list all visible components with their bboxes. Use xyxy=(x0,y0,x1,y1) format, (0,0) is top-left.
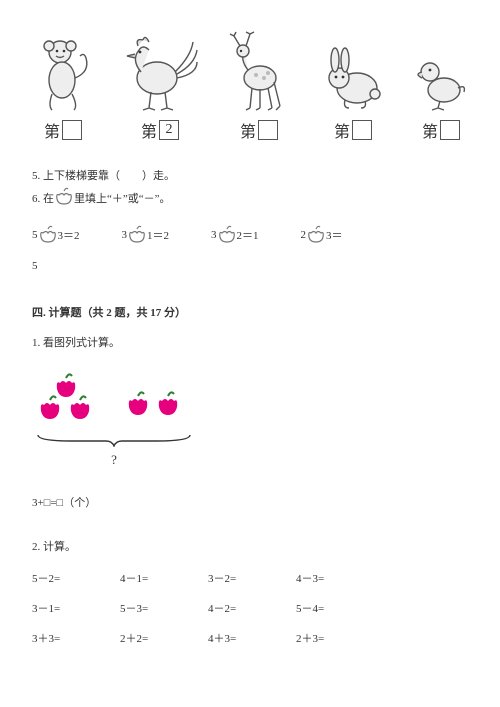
eq-a: 5 3＝2 xyxy=(32,225,80,246)
order-label: 第 xyxy=(334,118,372,142)
equation-row: 5 3＝2 3 1＝2 3 2＝1 2 3＝ xyxy=(32,225,468,246)
calc-grid: 5－2= 4－1= 3－2= 4－3= 3－1= 5－3= 4－2= 5－4= … xyxy=(32,570,468,646)
animal-col-deer: 第 xyxy=(226,30,292,142)
question-6: 6. 在 里填上“＋”或“－”。 xyxy=(32,187,468,213)
calc-cell: 3－2= xyxy=(208,570,288,586)
section-4-q2: 2. 计算。 xyxy=(32,538,468,554)
question-5: 5. 上下楼梯要靠（ ）走。 xyxy=(32,166,468,187)
order-prefix: 第 xyxy=(422,118,438,142)
duck-icon xyxy=(414,54,468,112)
order-prefix: 第 xyxy=(334,118,350,142)
eq-text: 1＝2 xyxy=(147,227,169,243)
order-prefix: 第 xyxy=(44,118,60,142)
calc-cell: 2＋2= xyxy=(120,630,200,646)
apple-blank-icon[interactable] xyxy=(38,225,58,246)
eq-text: 3＝ xyxy=(326,227,343,243)
animal-col-rooster: 第 2 xyxy=(121,32,199,142)
eq-d: 2 3＝ xyxy=(301,225,343,246)
calc-cell: 4－2= xyxy=(208,600,288,616)
brace-question-mark: ? xyxy=(32,452,196,468)
apple-blank-icon xyxy=(54,187,74,213)
calc-cell: 4－3= xyxy=(296,570,376,586)
calc-cell: 3－1= xyxy=(32,600,112,616)
section-4-heading: 四. 计算题（共 2 题，共 17 分） xyxy=(32,304,468,320)
deer-icon xyxy=(226,30,292,112)
eq-d-result: 5 xyxy=(32,260,468,272)
order-box[interactable] xyxy=(352,120,372,140)
apple-blank-icon[interactable] xyxy=(306,225,326,246)
order-label: 第 xyxy=(422,118,460,142)
order-label: 第 xyxy=(44,118,82,142)
apple-blank-icon[interactable] xyxy=(217,225,237,246)
calc-cell: 5－3= xyxy=(120,600,200,616)
expression-1: 3+□=□（个） xyxy=(32,494,468,510)
q6-text-a: 6. 在 xyxy=(32,189,54,210)
order-box[interactable] xyxy=(440,120,460,140)
apples-figure: ? xyxy=(32,370,468,468)
calc-cell: 2＋3= xyxy=(296,630,376,646)
animal-col-rabbit: 第 xyxy=(319,46,387,142)
order-box[interactable] xyxy=(258,120,278,140)
order-box[interactable]: 2 xyxy=(159,120,179,140)
brace-icon xyxy=(32,433,468,450)
monkey-icon xyxy=(32,34,94,112)
calc-cell: 4－1= xyxy=(120,570,200,586)
calc-cell: 4＋3= xyxy=(208,630,288,646)
order-box[interactable] xyxy=(62,120,82,140)
order-label: 第 2 xyxy=(141,118,179,142)
calc-cell: 5－2= xyxy=(32,570,112,586)
section-4-q1: 1. 看图列式计算。 xyxy=(32,334,468,350)
q6-text-b: 里填上“＋”或“－”。 xyxy=(74,189,171,210)
order-prefix: 第 xyxy=(240,118,256,142)
order-label: 第 xyxy=(240,118,278,142)
animal-order-row: 第 第 2 xyxy=(32,30,468,142)
eq-c: 3 2＝1 xyxy=(211,225,259,246)
animal-col-duck: 第 xyxy=(414,54,468,142)
calc-cell: 5－4= xyxy=(296,600,376,616)
animal-col-monkey: 第 xyxy=(32,34,94,142)
rooster-icon xyxy=(121,32,199,112)
apple-blank-icon[interactable] xyxy=(127,225,147,246)
eq-text: 3＝2 xyxy=(58,227,80,243)
order-prefix: 第 xyxy=(141,118,157,142)
calc-cell: 3＋3= xyxy=(32,630,112,646)
eq-b: 3 1＝2 xyxy=(122,225,170,246)
rabbit-icon xyxy=(319,46,387,112)
eq-text: 2＝1 xyxy=(237,227,259,243)
